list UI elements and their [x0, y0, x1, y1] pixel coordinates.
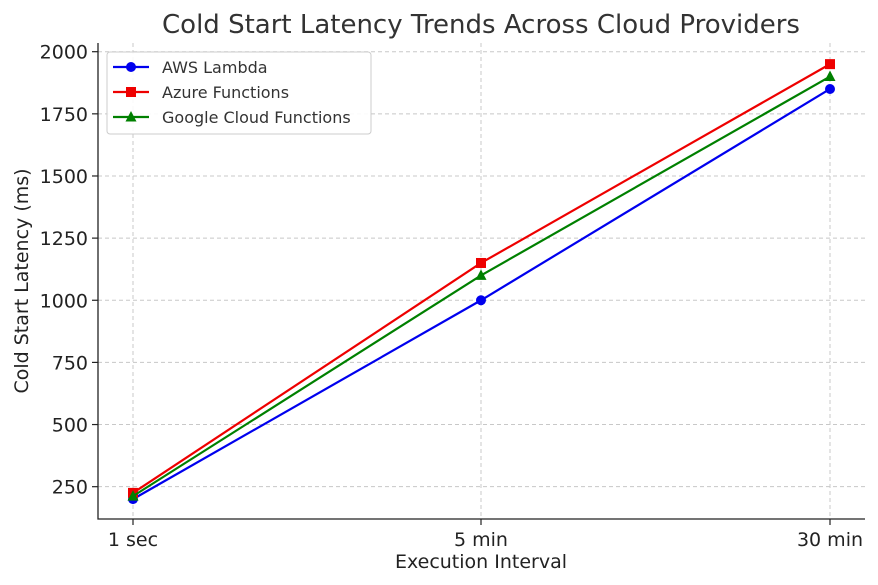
- y-axis-label: Cold Start Latency (ms): [11, 168, 33, 393]
- legend: AWS Lambda Azure Functions Google Cloud Fu…: [106, 51, 372, 135]
- legend-box: [106, 51, 372, 135]
- series-google-cloud-functions: [127, 70, 836, 501]
- legend-marker: [126, 62, 136, 72]
- data-point: [825, 83, 835, 94]
- data-point: [824, 70, 836, 82]
- y-tick-label: 1000: [40, 290, 88, 312]
- y-tick-label: 1750: [40, 104, 88, 126]
- series-aws-lambda: [128, 83, 835, 505]
- plot-frame: [97, 43, 865, 520]
- y-tick-label: 750: [52, 352, 88, 374]
- y-tick-label: 250: [52, 477, 88, 499]
- y-tick-label: 500: [52, 415, 88, 437]
- legend-label: Google Cloud Functions: [162, 108, 351, 127]
- data-point: [476, 295, 486, 306]
- chart-title: Cold Start Latency Trends Across Cloud P…: [162, 10, 800, 40]
- legend-label: Azure Functions: [162, 83, 289, 102]
- series-line: [132, 75, 831, 498]
- legend-label: AWS Lambda: [162, 58, 268, 77]
- data-point: [825, 59, 835, 70]
- y-tick-label: 1500: [40, 166, 88, 188]
- x-tick-label: 1 sec: [108, 529, 158, 551]
- legend-item: AWS Lambda: [113, 58, 268, 77]
- legend-item: Google Cloud Functions: [113, 108, 351, 127]
- y-tick-label: 1250: [40, 228, 88, 250]
- data-point: [476, 257, 486, 268]
- legend-marker: [125, 111, 137, 122]
- legend-item: Azure Functions: [113, 83, 289, 102]
- x-axis-label: Execution Interval: [395, 551, 567, 573]
- series-layer: [127, 59, 836, 505]
- ticks: 250 500 750 1000 1250 1500 1750 2000 1 sec 5 min 3…: [40, 42, 863, 551]
- x-tick-label: 5 min: [454, 529, 508, 551]
- x-tick-label: 30 min: [797, 529, 863, 551]
- axes: [97, 43, 865, 520]
- legend-marker: [126, 87, 136, 97]
- y-tick-label: 2000: [40, 42, 88, 64]
- data-point: [475, 269, 487, 280]
- data-point: [127, 490, 139, 501]
